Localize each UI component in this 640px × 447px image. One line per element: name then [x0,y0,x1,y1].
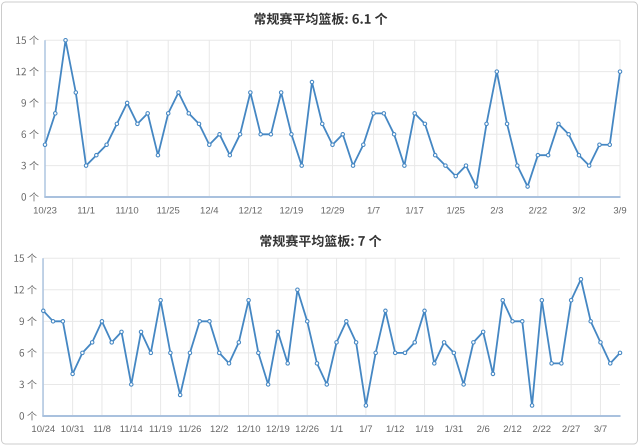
svg-text:2/27: 2/27 [562,424,581,435]
svg-text:1/31: 1/31 [445,424,464,435]
svg-text:2/6: 2/6 [477,424,490,435]
svg-text:2/12: 2/12 [503,424,522,435]
svg-text:3/2: 3/2 [572,206,585,217]
svg-text:10/31: 10/31 [61,424,85,435]
svg-text:11/25: 11/25 [157,206,180,217]
svg-text:12/12: 12/12 [239,206,263,217]
svg-text:1/17: 1/17 [405,206,424,217]
svg-text:1/7: 1/7 [359,424,372,435]
svg-text:12/19: 12/19 [266,424,290,435]
svg-text:2/22: 2/22 [529,206,548,217]
svg-text:11/14: 11/14 [120,424,143,435]
svg-text:1/1: 1/1 [330,424,343,435]
svg-text:11/19: 11/19 [149,424,172,435]
svg-text:12/26: 12/26 [295,424,319,435]
svg-text:11/26: 11/26 [178,424,201,435]
svg-text:12/29: 12/29 [321,206,345,217]
svg-text:1/19: 1/19 [415,424,434,435]
svg-text:3/9: 3/9 [613,206,626,217]
svg-text:1/25: 1/25 [446,206,465,217]
svg-text:11/10: 11/10 [116,206,139,217]
svg-text:12/4: 12/4 [200,206,219,217]
svg-text:12/10: 12/10 [237,424,261,435]
svg-text:2/22: 2/22 [533,424,552,435]
svg-text:2/3: 2/3 [490,206,503,217]
svg-text:11/8: 11/8 [93,424,111,435]
svg-text:12/2: 12/2 [210,424,229,435]
svg-text:1/7: 1/7 [367,206,380,217]
svg-text:10/24: 10/24 [31,424,55,435]
svg-text:12/19: 12/19 [280,206,304,217]
svg-text:1/12: 1/12 [386,424,405,435]
svg-text:10/23: 10/23 [33,206,57,217]
svg-text:11/1: 11/1 [77,206,95,217]
svg-text:3/7: 3/7 [594,424,607,435]
